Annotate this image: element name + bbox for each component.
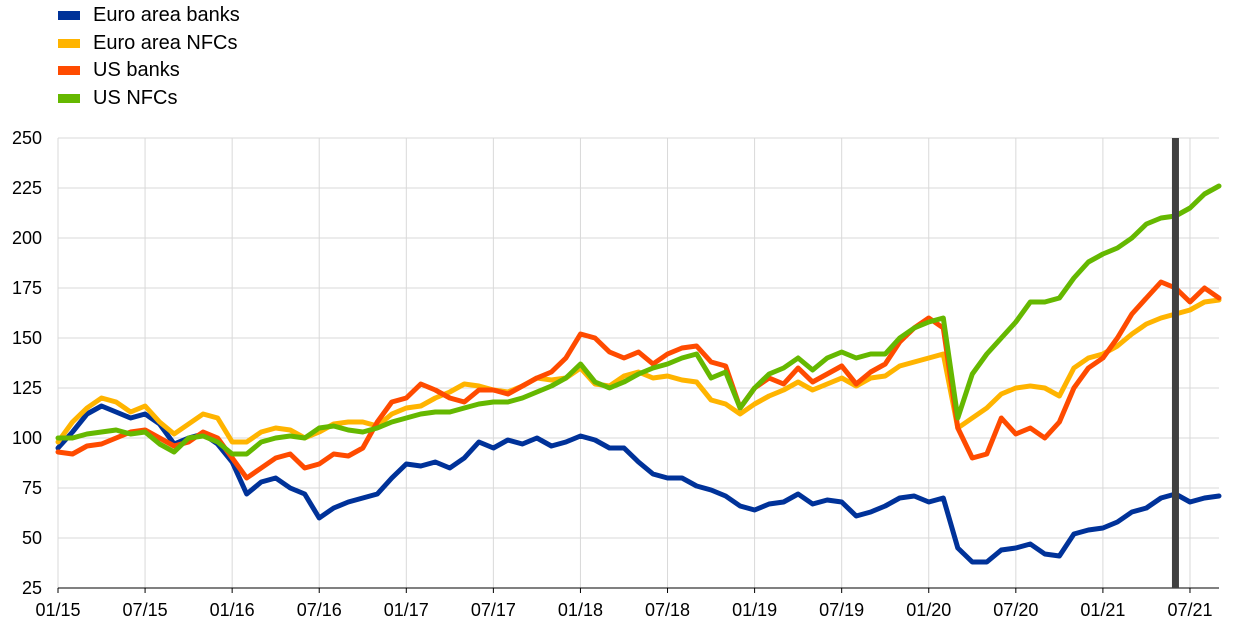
axes bbox=[57, 587, 1219, 593]
gridlines bbox=[57, 137, 1219, 589]
x-tick-label: 01/15 bbox=[35, 600, 80, 620]
x-tick-label: 07/19 bbox=[819, 600, 864, 620]
y-tick-label: 25 bbox=[22, 578, 42, 598]
x-tick-label: 07/21 bbox=[1167, 600, 1212, 620]
y-tick-label: 250 bbox=[12, 128, 42, 148]
y-tick-label: 50 bbox=[22, 528, 42, 548]
legend-label: Euro area banks bbox=[93, 4, 240, 26]
y-tick-label: 175 bbox=[12, 278, 42, 298]
legend-swatch bbox=[58, 38, 80, 48]
x-tick-label: 07/20 bbox=[993, 600, 1038, 620]
x-tick-label: 01/19 bbox=[732, 600, 777, 620]
legend-swatch bbox=[58, 93, 80, 103]
series-line-euro-area-banks bbox=[55, 403, 1222, 565]
tick-labels: 25 50 75 100 125 150 175 200 225 250 01/15 07/15 01/… bbox=[12, 128, 1213, 620]
x-tick-label: 01/20 bbox=[906, 600, 951, 620]
y-tick-label: 200 bbox=[12, 228, 42, 248]
x-tick-label: 07/16 bbox=[297, 600, 342, 620]
x-tick-label: 07/18 bbox=[645, 600, 690, 620]
x-tick-label: 07/15 bbox=[123, 600, 168, 620]
series-line-us-banks bbox=[55, 279, 1222, 481]
series-line-us-nfcs bbox=[55, 183, 1222, 457]
y-tick-label: 100 bbox=[12, 428, 42, 448]
legend-label: US banks bbox=[93, 59, 180, 81]
x-tick-label: 01/16 bbox=[210, 600, 255, 620]
y-tick-label: 225 bbox=[12, 178, 42, 198]
x-tick-label: 01/17 bbox=[384, 600, 429, 620]
legend-label: US NFCs bbox=[93, 86, 178, 109]
y-tick-label: 75 bbox=[22, 478, 42, 498]
legend-label: Euro area NFCs bbox=[93, 31, 238, 54]
legend-swatch bbox=[58, 11, 80, 20]
series-lines bbox=[55, 183, 1222, 565]
y-tick-label: 125 bbox=[12, 378, 42, 398]
x-tick-label: 07/17 bbox=[471, 600, 516, 620]
y-tick-label: 150 bbox=[12, 328, 42, 348]
x-tick-label: 01/18 bbox=[558, 600, 603, 620]
legend-swatch bbox=[58, 66, 80, 75]
x-tick-label: 01/21 bbox=[1080, 600, 1125, 620]
